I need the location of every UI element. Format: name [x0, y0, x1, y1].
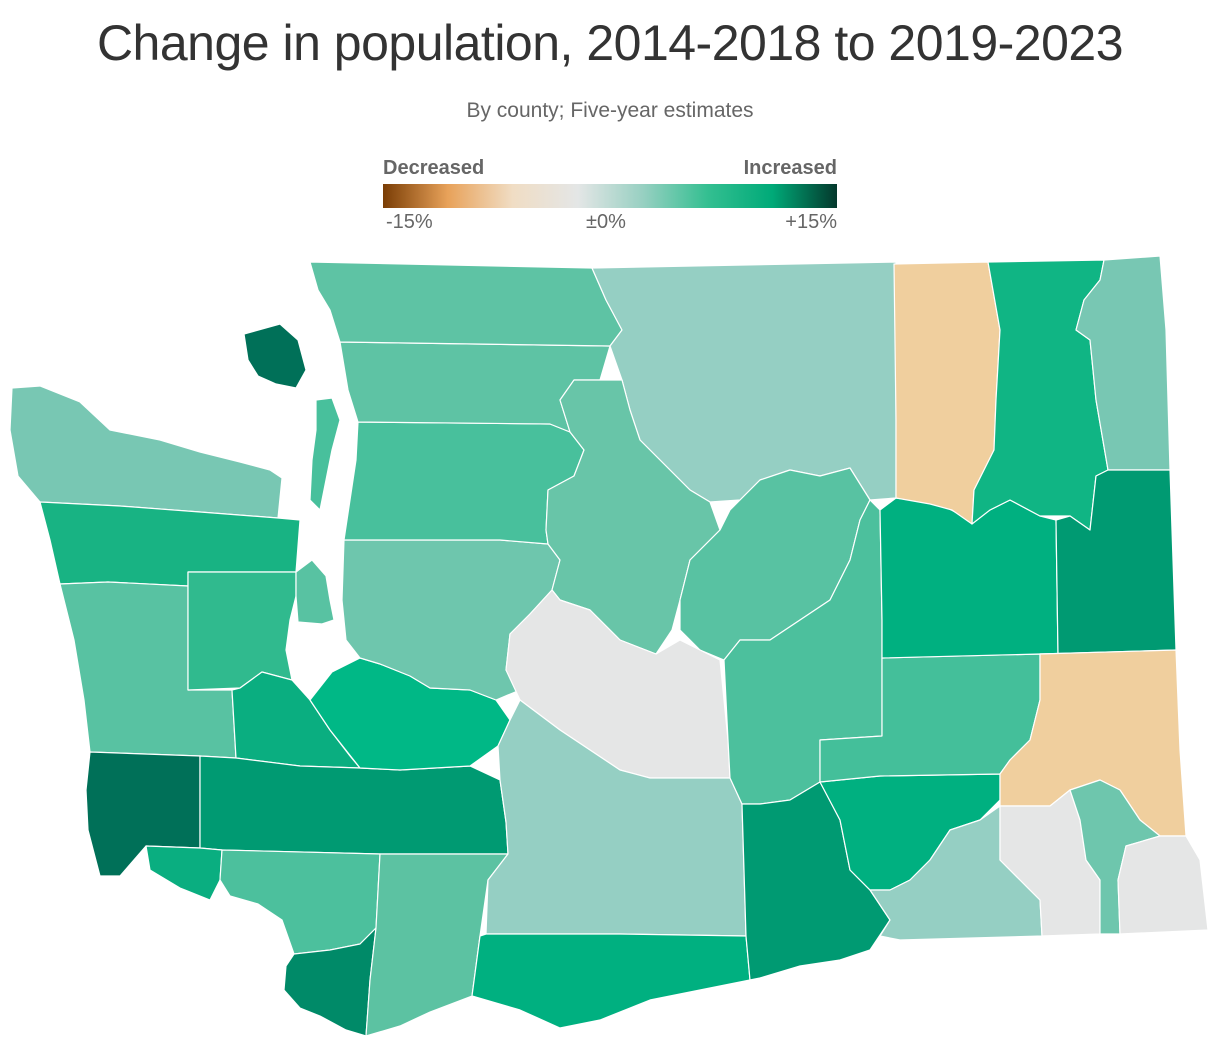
county-klickitat[interactable] [471, 933, 751, 1029]
county-island[interactable] [309, 397, 341, 511]
legend-tick-mid: ±0% [586, 211, 626, 233]
county-lewis[interactable] [199, 755, 509, 855]
county-kitsap[interactable] [295, 559, 335, 625]
county-wahkiakum[interactable] [145, 845, 223, 901]
county-asotin[interactable] [1117, 835, 1209, 935]
county-pend-oreille[interactable] [1075, 255, 1171, 471]
county-clark[interactable] [283, 927, 377, 1037]
legend-tick-min: -15% [386, 211, 433, 233]
county-cowlitz[interactable] [219, 849, 381, 955]
washington-county-map [9, 255, 1209, 1037]
legend-gradient-bar [383, 184, 837, 208]
chart-subtitle: By county; Five-year estimates [466, 99, 754, 122]
county-whatcom[interactable] [309, 261, 623, 347]
county-mason[interactable] [187, 571, 297, 691]
color-legend: Decreased Increased -15% ±0% +15% [383, 157, 837, 237]
legend-tick-max: +15% [785, 211, 837, 233]
county-san-juan[interactable] [243, 323, 307, 389]
legend-high-label: Increased [743, 157, 837, 179]
legend-low-label: Decreased [383, 157, 485, 179]
chart-title: Change in population, 2014-2018 to 2019-… [96, 15, 1124, 71]
county-clallam[interactable] [9, 385, 283, 519]
